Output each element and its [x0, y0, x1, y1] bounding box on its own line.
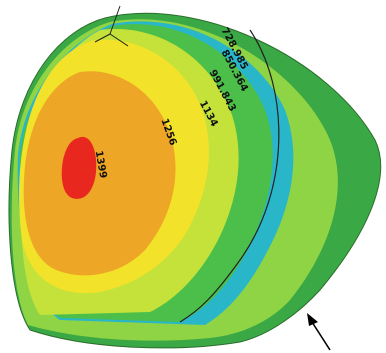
page: 728.985850.364991.843113412561399 (() =>…: [0, 0, 386, 353]
pointer-arrow: [307, 313, 330, 350]
contour-plot: 728.985850.364991.843113412561399: [0, 0, 386, 353]
